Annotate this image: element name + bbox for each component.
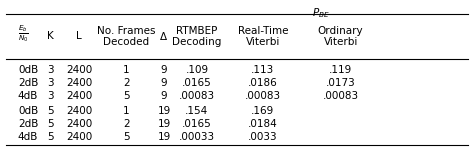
Text: 9: 9 (161, 65, 167, 75)
Text: 2dB: 2dB (18, 78, 38, 88)
Text: 5: 5 (47, 119, 54, 129)
Text: 2400: 2400 (66, 91, 92, 101)
Text: 5: 5 (123, 132, 129, 142)
Text: 19: 19 (157, 106, 171, 116)
Text: .0186: .0186 (248, 78, 278, 88)
Text: 2400: 2400 (66, 78, 92, 88)
Text: .0165: .0165 (182, 78, 212, 88)
Text: 9: 9 (161, 91, 167, 101)
Text: 9: 9 (161, 78, 167, 88)
Text: 2: 2 (123, 119, 129, 129)
Text: 3: 3 (47, 91, 54, 101)
Text: .169: .169 (251, 106, 274, 116)
Text: .113: .113 (251, 65, 274, 75)
Text: RTMBEP
Decoding: RTMBEP Decoding (172, 26, 222, 47)
Text: .0184: .0184 (248, 119, 278, 129)
Text: 4dB: 4dB (18, 91, 38, 101)
Text: .00083: .00083 (179, 91, 215, 101)
Text: 2dB: 2dB (18, 119, 38, 129)
Text: 0dB: 0dB (18, 65, 38, 75)
Text: L: L (76, 31, 82, 41)
Text: 5: 5 (47, 106, 54, 116)
Text: Ordinary
Viterbi: Ordinary Viterbi (318, 26, 364, 47)
Text: 1: 1 (123, 65, 129, 75)
Text: $\Delta$: $\Delta$ (159, 30, 168, 42)
Text: .109: .109 (185, 65, 209, 75)
Text: .0033: .0033 (248, 132, 278, 142)
Text: Real-Time
Viterbi: Real-Time Viterbi (237, 26, 288, 47)
Text: 2400: 2400 (66, 132, 92, 142)
Text: 4dB: 4dB (18, 132, 38, 142)
Text: 19: 19 (157, 119, 171, 129)
Text: 5: 5 (47, 132, 54, 142)
Text: .00083: .00083 (245, 91, 281, 101)
Text: .00083: .00083 (323, 91, 359, 101)
Text: $P_{BE}$: $P_{BE}$ (312, 6, 329, 20)
Text: 3: 3 (47, 78, 54, 88)
Text: .154: .154 (185, 106, 209, 116)
Text: 19: 19 (157, 132, 171, 142)
Text: 1: 1 (123, 106, 129, 116)
Text: .0173: .0173 (326, 78, 356, 88)
Text: .0165: .0165 (182, 119, 212, 129)
Text: 3: 3 (47, 65, 54, 75)
Text: .00033: .00033 (179, 132, 215, 142)
Text: 2: 2 (123, 78, 129, 88)
Text: No. Frames
Decoded: No. Frames Decoded (97, 26, 155, 47)
Text: 2400: 2400 (66, 119, 92, 129)
Text: 0dB: 0dB (18, 106, 38, 116)
Text: 2400: 2400 (66, 65, 92, 75)
Text: $\frac{E_b}{N_0}$: $\frac{E_b}{N_0}$ (18, 23, 29, 44)
Text: 2400: 2400 (66, 106, 92, 116)
Text: K: K (47, 31, 54, 41)
Text: .119: .119 (329, 65, 352, 75)
Text: 5: 5 (123, 91, 129, 101)
